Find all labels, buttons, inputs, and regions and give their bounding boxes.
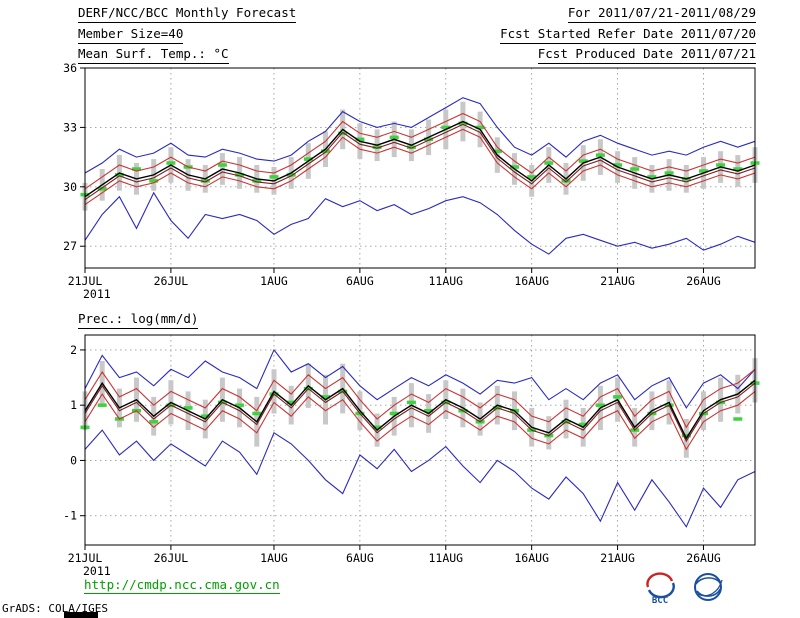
x-tick-label: 11AUG [428,551,463,565]
x-tick-label: 26JUL [154,274,189,288]
x-tick-label: 1AUG [260,551,288,565]
y-tick-label: 33 [63,120,77,134]
x-axis-year-label: 2011 [83,287,111,301]
precipitation-frame [84,334,756,546]
y-tick-label: 36 [63,61,77,75]
series-ensemble-mean [84,379,756,440]
series-ensemble-max [84,348,756,409]
x-tick-label: 6AUG [346,551,374,565]
x-tick-label: 21JUL [68,274,103,288]
bottom-edge-artifact [64,612,98,618]
y-tick-label: 0 [70,453,77,467]
member-size: Member Size=40 [78,27,184,44]
x-tick-label: 21AUG [600,274,635,288]
x-tick-label: 26AUG [686,274,721,288]
mean-surface-temperature-frame [84,67,756,269]
cma-ncc-logo [686,571,742,609]
x-tick-label: 21JUL [68,551,103,565]
x-tick-label: 21AUG [600,551,635,565]
series-ensemble-median [84,123,756,201]
bcc-logo-blue-swirl [647,582,675,599]
series-ensemble-min [84,191,756,255]
x-tick-label: 26AUG [686,551,721,565]
produced-date: Fcst Produced Date 2011/07/21 [537,47,756,64]
x-tick-label: 11AUG [428,274,463,288]
bcc-logo-red-swirl [646,572,674,588]
x-tick-label: 6AUG [346,274,374,288]
y-tick-label: 30 [63,180,77,194]
prec-chart-title: Prec.: log(mm/d) [78,312,199,329]
series-lower-std [84,390,756,451]
y-tick-label: 2 [70,343,77,357]
bcc-logo-label: BCC [652,596,668,605]
page-title: DERF/NCC/BCC Monthly Forecast [78,6,297,23]
cma-swirl-upper [695,577,721,585]
series-ensemble-mean [84,120,756,198]
bcc-logo: BCC [642,571,678,609]
mean-surface-temperature-plot: 21JUL 26JUL 1AUG 6AUG 11AUG 16AUG 21AUG 26AUG 20… [63,61,760,301]
temp-chart-title: Mean Surf. Temp.: °C [78,47,229,64]
y-tick-label: 1 [70,398,77,412]
grads-stamp: GrADS: COLA/IGES [2,602,108,615]
cmdp-link[interactable]: http://cmdp.ncc.cma.gov.cn [84,577,280,594]
cma-swoosh [697,579,723,597]
series-ensemble-max [84,97,756,174]
x-tick-label: 1AUG [260,274,288,288]
series-upper-std [84,368,756,429]
cma-globe-icon [694,573,722,601]
x-tick-label: 16AUG [514,274,549,288]
x-tick-label: 16AUG [514,551,549,565]
series-ensemble-median [84,382,756,443]
series-lower-std [84,128,756,206]
series-ensemble-min [84,429,756,528]
x-tick-label: 26JUL [154,551,189,565]
series-upper-std [84,112,756,190]
x-axis-year-label: 2011 [83,564,111,578]
precipitation-plot: 21JUL 26JUL 1AUG 6AUG 11AUG 16AUG 21AUG 26AUG20… [63,334,760,578]
forecast-period: For 2011/07/21-2011/08/29 [567,6,756,23]
cma-swirl-lower [696,588,721,597]
refer-date: Fcst Started Refer Date 2011/07/20 [500,27,756,44]
y-tick-label: -1 [63,509,77,523]
y-tick-label: 27 [63,239,77,253]
